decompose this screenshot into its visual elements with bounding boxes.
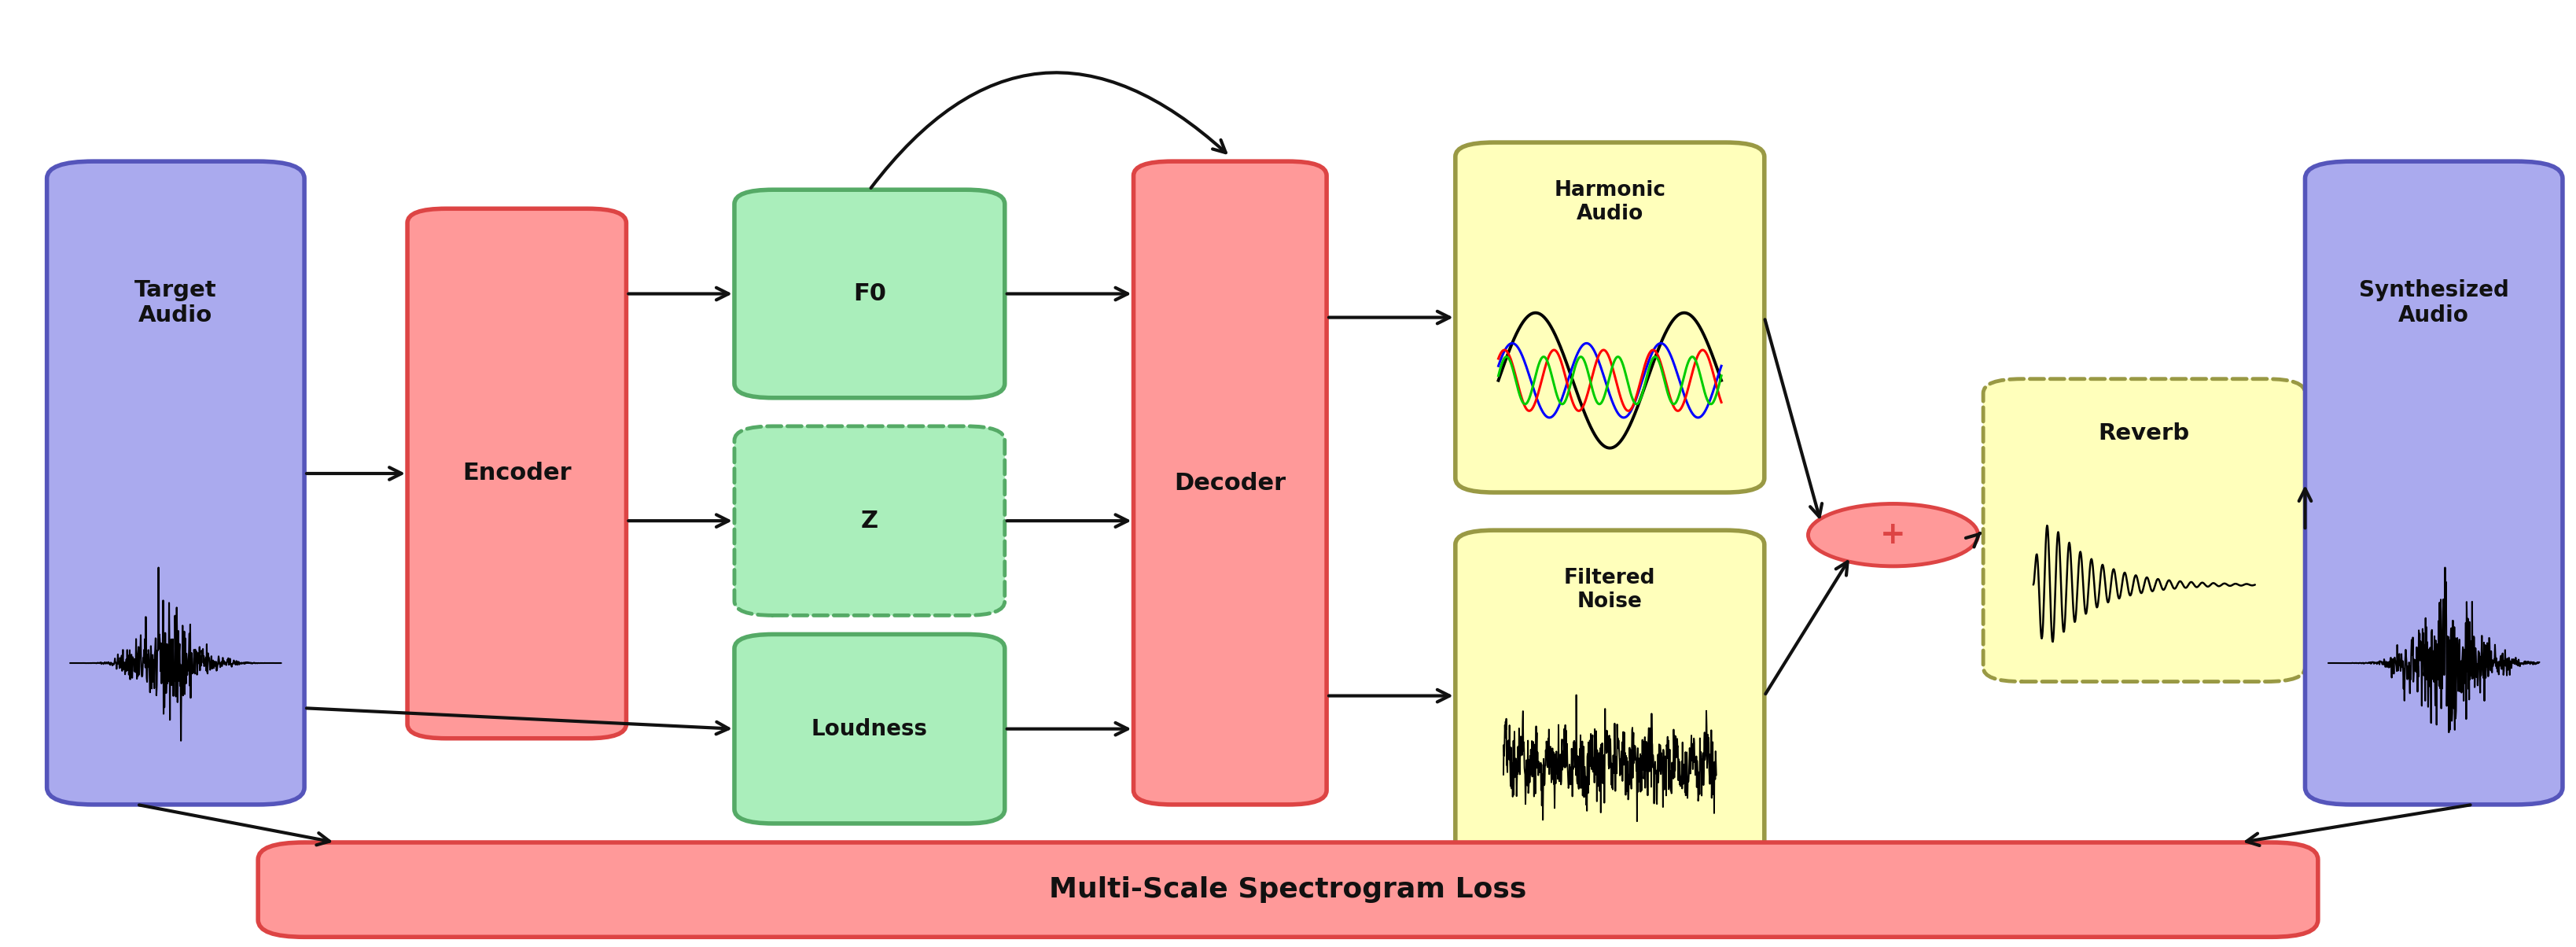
FancyBboxPatch shape	[46, 161, 304, 805]
FancyBboxPatch shape	[734, 426, 1005, 616]
Text: Multi-Scale Spectrogram Loss: Multi-Scale Spectrogram Loss	[1048, 876, 1528, 903]
FancyBboxPatch shape	[2306, 161, 2563, 805]
FancyBboxPatch shape	[407, 208, 626, 739]
FancyBboxPatch shape	[1455, 530, 1765, 862]
Text: Synthesized
Audio: Synthesized Audio	[2360, 279, 2509, 327]
Text: Filtered
Noise: Filtered Noise	[1564, 568, 1656, 612]
Text: Harmonic
Audio: Harmonic Audio	[1553, 180, 1667, 223]
Text: Z: Z	[860, 509, 878, 532]
Text: Reverb: Reverb	[2099, 422, 2190, 444]
FancyBboxPatch shape	[258, 843, 2318, 937]
FancyBboxPatch shape	[1455, 142, 1765, 492]
Text: Decoder: Decoder	[1175, 472, 1285, 494]
FancyBboxPatch shape	[734, 634, 1005, 824]
FancyBboxPatch shape	[1984, 379, 2306, 682]
Text: +: +	[1880, 520, 1906, 550]
Text: F0: F0	[853, 282, 886, 305]
Text: Loudness: Loudness	[811, 718, 927, 740]
Text: Target
Audio: Target Audio	[134, 279, 216, 327]
Ellipse shape	[1808, 504, 1978, 566]
FancyArrowPatch shape	[871, 73, 1226, 188]
FancyBboxPatch shape	[734, 189, 1005, 398]
Text: Encoder: Encoder	[461, 462, 572, 485]
FancyBboxPatch shape	[1133, 161, 1327, 805]
